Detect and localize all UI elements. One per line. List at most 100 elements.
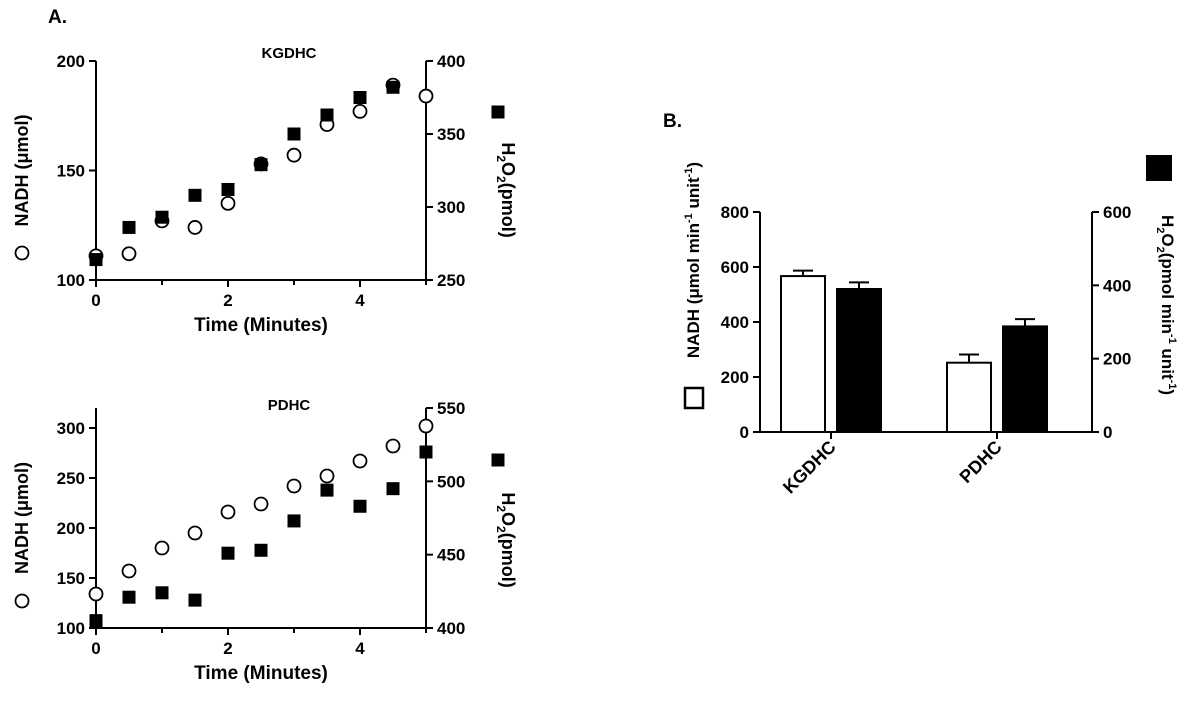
label-part: O <box>498 512 518 526</box>
data-point-h2o2 <box>254 543 268 557</box>
panel-label-a: A. <box>48 7 67 28</box>
y-left-tick-label: 200 <box>57 52 85 71</box>
x-axis-label: Time (Minutes) <box>194 663 328 684</box>
x-tick-label: 4 <box>355 291 365 310</box>
y-left-tick-label: 200 <box>57 519 85 538</box>
y-right-tick-label: 450 <box>437 546 465 565</box>
data-point-h2o2 <box>89 614 103 628</box>
label-superscript: -1 <box>683 168 695 178</box>
y-left-tick-label: 300 <box>57 419 85 438</box>
data-point-nadh <box>352 453 368 469</box>
y-left-tick-label: 800 <box>721 203 749 222</box>
category-label: KGDHC <box>779 437 840 498</box>
label-part: O <box>1158 233 1177 246</box>
label-superscript: -1 <box>1166 334 1178 344</box>
data-point-h2o2 <box>188 188 202 202</box>
data-point-h2o2 <box>89 253 103 267</box>
legend-open-circle <box>14 593 30 609</box>
data-point-h2o2 <box>386 80 400 94</box>
y-right-tick-label: 350 <box>437 125 465 144</box>
chart-title: PDHC <box>268 397 311 414</box>
label-part: ) <box>684 162 703 168</box>
chart-rates-bar: 0 200 400 600 800 0 200 400 600 KGDHC PDHC NADH (μm… <box>683 155 1178 497</box>
label-superscript: -1 <box>683 213 695 223</box>
legend-filled-square <box>491 453 505 467</box>
label-part: H <box>1158 215 1177 227</box>
data-point-h2o2 <box>221 546 235 560</box>
y-axis-right-label: H2O2(pmol) <box>494 492 518 587</box>
y-right-tick-label: 200 <box>1103 350 1131 369</box>
label-part: (pmol min <box>1158 253 1177 334</box>
data-point-nadh <box>286 147 302 163</box>
legend-filled-square <box>491 105 505 119</box>
y-left-tick-label: 400 <box>721 313 749 332</box>
legend-open-box <box>683 386 705 410</box>
label-subscript: 2 <box>494 155 508 162</box>
y-axis-left-label: NADH (μmol) <box>12 114 32 226</box>
data-point-nadh <box>88 586 104 602</box>
label-part: (pmol) <box>498 183 518 238</box>
data-point-nadh <box>352 103 368 119</box>
data-point-h2o2 <box>122 590 136 604</box>
data-point-h2o2 <box>188 593 202 607</box>
data-point-nadh <box>385 438 401 454</box>
data-point-h2o2 <box>353 91 367 104</box>
y-axis-left-label: NADH (μmol) <box>12 462 32 574</box>
bar-nadh <box>780 275 826 434</box>
data-point-h2o2 <box>122 220 136 234</box>
chart-pdhc-time-course: PDHC 100 150 200 250 300 400 450 500 550 0 2 4 Time (… <box>12 397 518 684</box>
y-right-tick-label: 550 <box>437 399 465 418</box>
data-point-h2o2 <box>287 514 301 528</box>
y-right-tick-label: 250 <box>437 271 465 290</box>
data-point-nadh <box>319 468 335 484</box>
data-point-h2o2 <box>155 586 169 600</box>
bar-h2o2 <box>1002 325 1048 433</box>
bar-h2o2 <box>836 288 882 433</box>
data-point-h2o2 <box>320 483 334 497</box>
category-label: PDHC <box>956 437 1006 487</box>
label-part: (pmol) <box>498 533 518 588</box>
y-right-tick-label: 600 <box>1103 203 1131 222</box>
x-axis-label: Time (Minutes) <box>194 315 328 336</box>
legend-open-circle <box>14 245 30 261</box>
chart-kgdhc-time-course: KGDHC 100 150 200 250 300 350 400 0 2 4 Time (Minut… <box>12 45 518 336</box>
y-left-tick-label: 150 <box>57 569 85 588</box>
data-point-nadh <box>187 220 203 235</box>
y-right-tick-label: 300 <box>437 198 465 217</box>
label-part: H <box>498 492 518 505</box>
data-point-nadh <box>220 504 236 520</box>
data-point-nadh <box>154 540 170 556</box>
panel-label-b: B. <box>663 111 682 132</box>
label-subscript: 2 <box>1154 247 1166 253</box>
y-right-tick-label: 400 <box>437 52 465 71</box>
y-left-tick-label: 0 <box>740 423 749 442</box>
y-left-tick-label: 100 <box>57 619 85 638</box>
y-axis-right-label: H2O2(pmol) <box>494 142 518 237</box>
label-part: unit <box>684 177 703 213</box>
data-point-h2o2 <box>353 499 367 513</box>
y-axis-left-label: NADH (μmol min-1 unit-1) <box>683 162 703 358</box>
x-tick-label: 2 <box>223 291 232 310</box>
x-tick-label: 0 <box>91 639 100 658</box>
label-subscript: 2 <box>494 526 508 533</box>
label-subscript: 2 <box>494 505 508 512</box>
data-point-nadh <box>220 195 236 211</box>
bar-nadh <box>946 361 992 434</box>
y-left-tick-label: 150 <box>57 162 85 181</box>
y-left-tick-label: 100 <box>57 271 85 290</box>
y-right-tick-label: 0 <box>1103 423 1112 442</box>
data-point-nadh <box>187 525 203 541</box>
x-tick-label: 2 <box>223 639 232 658</box>
y-axis-right-label: H2O2(pmol min-1 unit-1) <box>1154 215 1178 395</box>
data-point-h2o2 <box>386 482 400 496</box>
data-point-nadh <box>253 496 269 512</box>
y-right-tick-label: 400 <box>1103 276 1131 295</box>
label-subscript: 2 <box>1154 227 1166 233</box>
label-part: unit <box>1158 344 1177 380</box>
y-right-tick-label: 500 <box>437 472 465 491</box>
data-point-nadh <box>418 88 434 104</box>
data-point-nadh <box>418 418 434 434</box>
label-superscript: -1 <box>1166 380 1178 390</box>
data-point-nadh <box>121 246 137 262</box>
